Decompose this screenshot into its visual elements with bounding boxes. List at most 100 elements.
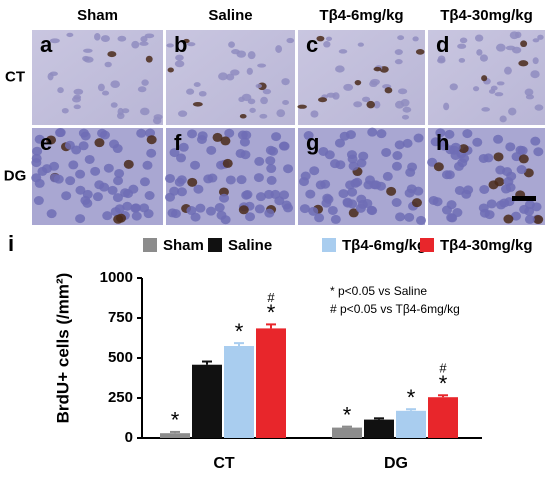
y-tick-label: 0: [125, 429, 133, 446]
cell: [176, 187, 187, 197]
cell: [186, 88, 195, 95]
cell: [117, 35, 127, 42]
cell: [186, 42, 196, 47]
cell: [318, 97, 328, 103]
cell: [472, 86, 480, 92]
cell: [462, 129, 473, 139]
cell: [249, 107, 256, 113]
cell: [354, 80, 362, 86]
cell: [190, 212, 201, 222]
cell: [195, 203, 206, 213]
cell: [167, 67, 174, 73]
cell: [49, 161, 60, 171]
cell: [75, 214, 86, 224]
cell: [33, 196, 44, 206]
cell: [247, 51, 256, 60]
cell: [394, 49, 403, 55]
panel-letter: e: [40, 130, 52, 155]
significance-mark: #: [439, 361, 447, 376]
cell: [55, 128, 66, 138]
cell: [142, 160, 153, 170]
legend-label: Sham: [163, 237, 204, 254]
cell: [376, 129, 387, 139]
cell: [326, 92, 336, 98]
cell: [282, 99, 289, 105]
cell: [253, 173, 264, 183]
cell: [123, 159, 134, 169]
cell: [220, 215, 231, 225]
cell: [187, 177, 198, 187]
cell: [238, 96, 245, 103]
cell: [241, 130, 252, 140]
cell: [506, 171, 517, 181]
cell: [100, 35, 110, 42]
cell: [255, 83, 262, 89]
cell: [94, 180, 105, 190]
cell: [220, 136, 231, 146]
cell: [505, 45, 516, 51]
cell: [316, 35, 325, 42]
cell: [493, 152, 504, 162]
cell: [278, 141, 289, 151]
cell: [391, 161, 402, 171]
legend-swatch: [208, 238, 222, 252]
cell: [94, 138, 105, 148]
cell: [395, 100, 405, 109]
legend-swatch: [143, 238, 157, 252]
cell: [83, 48, 93, 53]
cell: [276, 109, 286, 118]
cell: [46, 135, 57, 145]
cell: [112, 193, 123, 203]
cell: [386, 186, 397, 196]
cell: [224, 128, 235, 138]
cell: [146, 148, 157, 158]
cell: [303, 131, 314, 141]
cell: [265, 145, 276, 155]
x-tick-label: DG: [384, 455, 408, 472]
cell: [169, 148, 180, 158]
cell: [449, 83, 458, 91]
cell: [165, 173, 176, 183]
panel-letter: h: [436, 130, 449, 155]
cell: [411, 198, 422, 208]
scale-bar: [512, 196, 536, 201]
cell: [139, 41, 149, 46]
cell: [236, 175, 247, 185]
cell: [338, 189, 349, 199]
cell: [37, 166, 48, 176]
cell: [315, 180, 326, 190]
cell: [131, 40, 140, 49]
cell: [110, 102, 118, 108]
cell: [245, 212, 256, 222]
cell: [75, 185, 86, 195]
cell: [170, 209, 181, 219]
cell: [218, 187, 229, 197]
cell: [486, 199, 497, 209]
legend-label: Saline: [228, 237, 272, 254]
cell: [481, 75, 488, 82]
cell: [136, 128, 147, 138]
bar: [364, 419, 394, 438]
cell: [198, 90, 207, 97]
cell: [395, 212, 406, 222]
cell: [266, 164, 277, 174]
cell: [222, 158, 233, 168]
cell: [174, 60, 185, 68]
cell: [271, 132, 282, 142]
cell: [193, 82, 201, 88]
cell: [484, 210, 495, 220]
cell: [177, 110, 188, 117]
significance-mark: *: [267, 300, 276, 325]
cell: [394, 59, 403, 65]
cell: [391, 197, 402, 207]
cell: [314, 213, 325, 223]
cell: [508, 107, 517, 116]
cell: [384, 87, 393, 94]
cell: [212, 132, 223, 142]
cell: [263, 189, 274, 199]
cell: [443, 102, 450, 111]
cell: [128, 184, 139, 194]
cell: [260, 96, 268, 105]
cell: [518, 60, 529, 67]
